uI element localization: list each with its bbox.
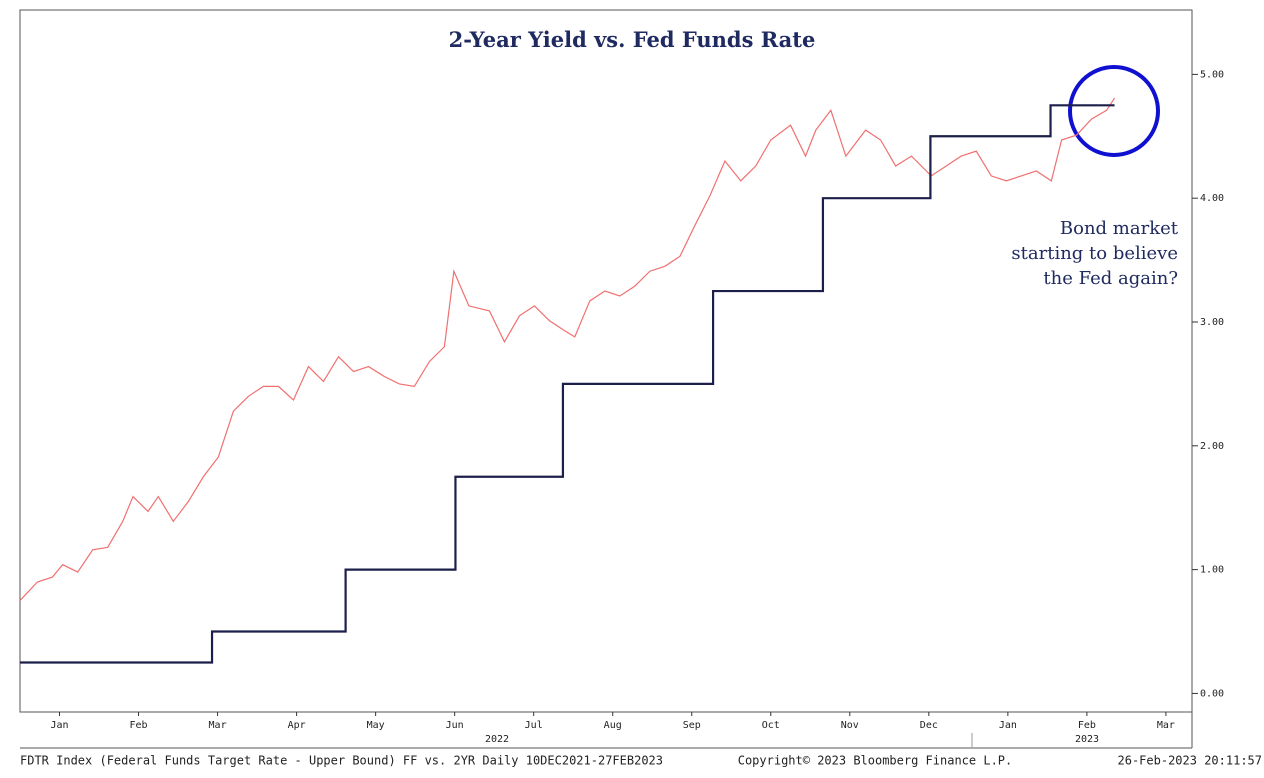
plot-frame [19,9,1193,713]
annotation-line: the Fed again? [1043,268,1178,289]
x-tick-label: Nov [841,720,859,731]
x-tick-label: Mar [1157,720,1175,731]
x-tick-label: Apr [288,720,306,731]
footer-text: Copyright© 2023 Bloomberg Finance L.P. [738,754,1013,768]
year-label: 2023 [1075,734,1099,745]
annotation-line: starting to believe [1011,243,1178,264]
x-tick-label: Dec [920,720,938,731]
y-tick-label: 4.00 [1200,193,1224,204]
x-tick-label: Jun [446,720,464,731]
series-line [19,97,1116,601]
x-tick-label: Feb [130,720,148,731]
x-tick-label: Jan [999,720,1017,731]
x-tick-label: Jan [50,720,68,731]
y-tick-label: 0.00 [1200,688,1224,699]
y-tick-label: 3.00 [1200,317,1224,328]
x-tick-label: May [367,720,385,731]
annotation: Bond market starting to believe the Fed ag… [1011,218,1178,289]
annotation-line: Bond market [1060,218,1179,239]
series-line [20,104,1115,664]
y-tick-label: 2.00 [1200,441,1224,452]
x-tick-label: Aug [604,720,622,731]
x-tick-label: Sep [683,720,701,731]
year-label: 2022 [485,734,509,745]
x-tick-label: Mar [209,720,227,731]
footer-text: 26-Feb-2023 20:11:57 [1118,754,1263,768]
x-tick-label: Feb [1078,720,1096,731]
y-tick-label: 5.00 [1200,69,1224,80]
chart-title: 2-Year Yield vs. Fed Funds Rate [449,27,816,52]
x-tick-label: Jul [525,720,543,731]
y-tick-label: 1.00 [1200,565,1224,576]
footer-text: FDTR Index (Federal Funds Target Rate - … [20,754,663,768]
x-tick-label: Oct [762,720,780,731]
highlight-circle [1068,65,1160,157]
